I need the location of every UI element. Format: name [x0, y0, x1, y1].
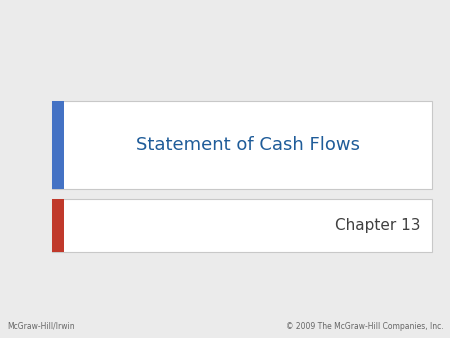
Text: Chapter 13: Chapter 13	[335, 218, 421, 233]
Text: Statement of Cash Flows: Statement of Cash Flows	[136, 136, 360, 154]
Bar	[52, 101, 432, 189]
Bar	[52, 199, 64, 252]
Text: McGraw-Hill/Irwin: McGraw-Hill/Irwin	[7, 321, 74, 331]
Text: © 2009 The McGraw-Hill Companies, Inc.: © 2009 The McGraw-Hill Companies, Inc.	[286, 321, 443, 331]
Bar	[52, 101, 64, 189]
Bar	[52, 199, 432, 252]
